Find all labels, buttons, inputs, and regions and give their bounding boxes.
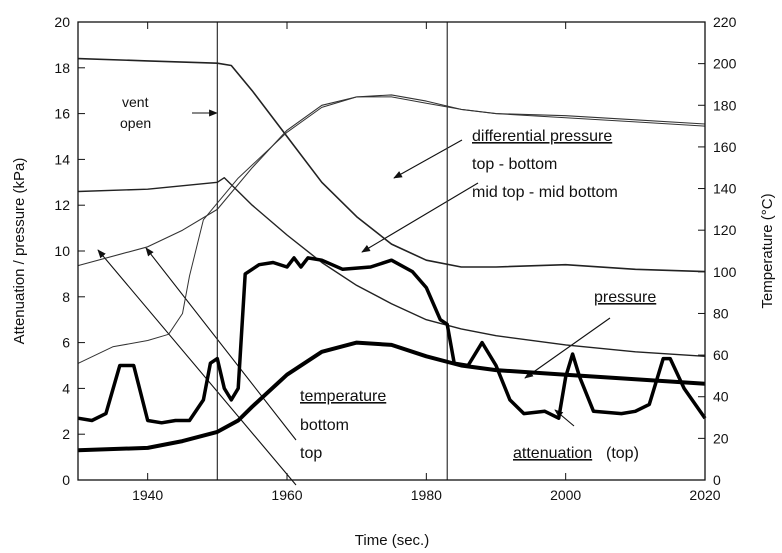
arrow [145, 247, 297, 441]
series-line [77, 57, 706, 273]
annotation: differential pressure [472, 128, 612, 145]
annotation: vent [122, 94, 149, 110]
annotation: top - bottom [472, 156, 557, 173]
y-axis-label: Attenuation / pressure (kPa) [11, 158, 28, 345]
annotation: bottom [300, 417, 349, 434]
arrow [361, 182, 479, 253]
x-axis-label: Time (sec.) [355, 532, 429, 549]
annotation: attenuation [513, 445, 592, 462]
y-tick-label: 10 [54, 243, 70, 259]
y-tick-label: 2 [62, 426, 70, 442]
annotation: open [120, 115, 151, 131]
series-line [77, 256, 707, 425]
y-tick-label: 12 [54, 197, 70, 213]
annotation: pressure [594, 289, 656, 306]
annotation: temperature [300, 388, 386, 405]
y2-tick-label: 80 [713, 305, 729, 321]
y-tick-label: 18 [54, 60, 70, 76]
y2-tick-label: 160 [713, 139, 737, 155]
arrow [97, 249, 297, 486]
plot-frame [77, 21, 706, 481]
y2-tick-label: 120 [713, 222, 737, 238]
x-tick-label: 1980 [411, 487, 442, 503]
x-tick-label: 1960 [271, 487, 302, 503]
y-tick-label: 4 [62, 380, 70, 396]
y2-tick-label: 100 [713, 264, 737, 280]
series-line [77, 177, 706, 357]
series-line [77, 96, 706, 364]
x-tick-label: 2000 [550, 487, 581, 503]
y2-tick-label: 180 [713, 97, 737, 113]
y2-tick-label: 0 [713, 472, 721, 488]
arrow [393, 139, 463, 179]
y2-tick-label: 20 [713, 430, 729, 446]
y-tick-label: 20 [54, 14, 70, 30]
x-tick-label: 2020 [689, 487, 720, 503]
y-tick-label: 14 [54, 151, 70, 167]
y2-tick-label: 200 [713, 56, 737, 72]
arrow [524, 317, 611, 379]
y2-tick-label: 60 [713, 347, 729, 363]
x-tick-label: 1940 [132, 487, 163, 503]
y2-tick-label: 140 [713, 181, 737, 197]
y-tick-label: 16 [54, 106, 70, 122]
y-tick-label: 6 [62, 335, 70, 351]
annotation: top [300, 445, 322, 462]
y-tick-label: 8 [62, 289, 70, 305]
arrows [97, 109, 611, 486]
annotation: mid top - mid bottom [472, 184, 618, 201]
y2-axis-label: Temperature (°C) [759, 193, 776, 308]
annotation: (top) [606, 445, 639, 462]
y2-tick-label: 40 [713, 389, 729, 405]
y-tick-label: 0 [62, 472, 70, 488]
y2-tick-label: 220 [713, 14, 737, 30]
series-line [77, 340, 706, 453]
